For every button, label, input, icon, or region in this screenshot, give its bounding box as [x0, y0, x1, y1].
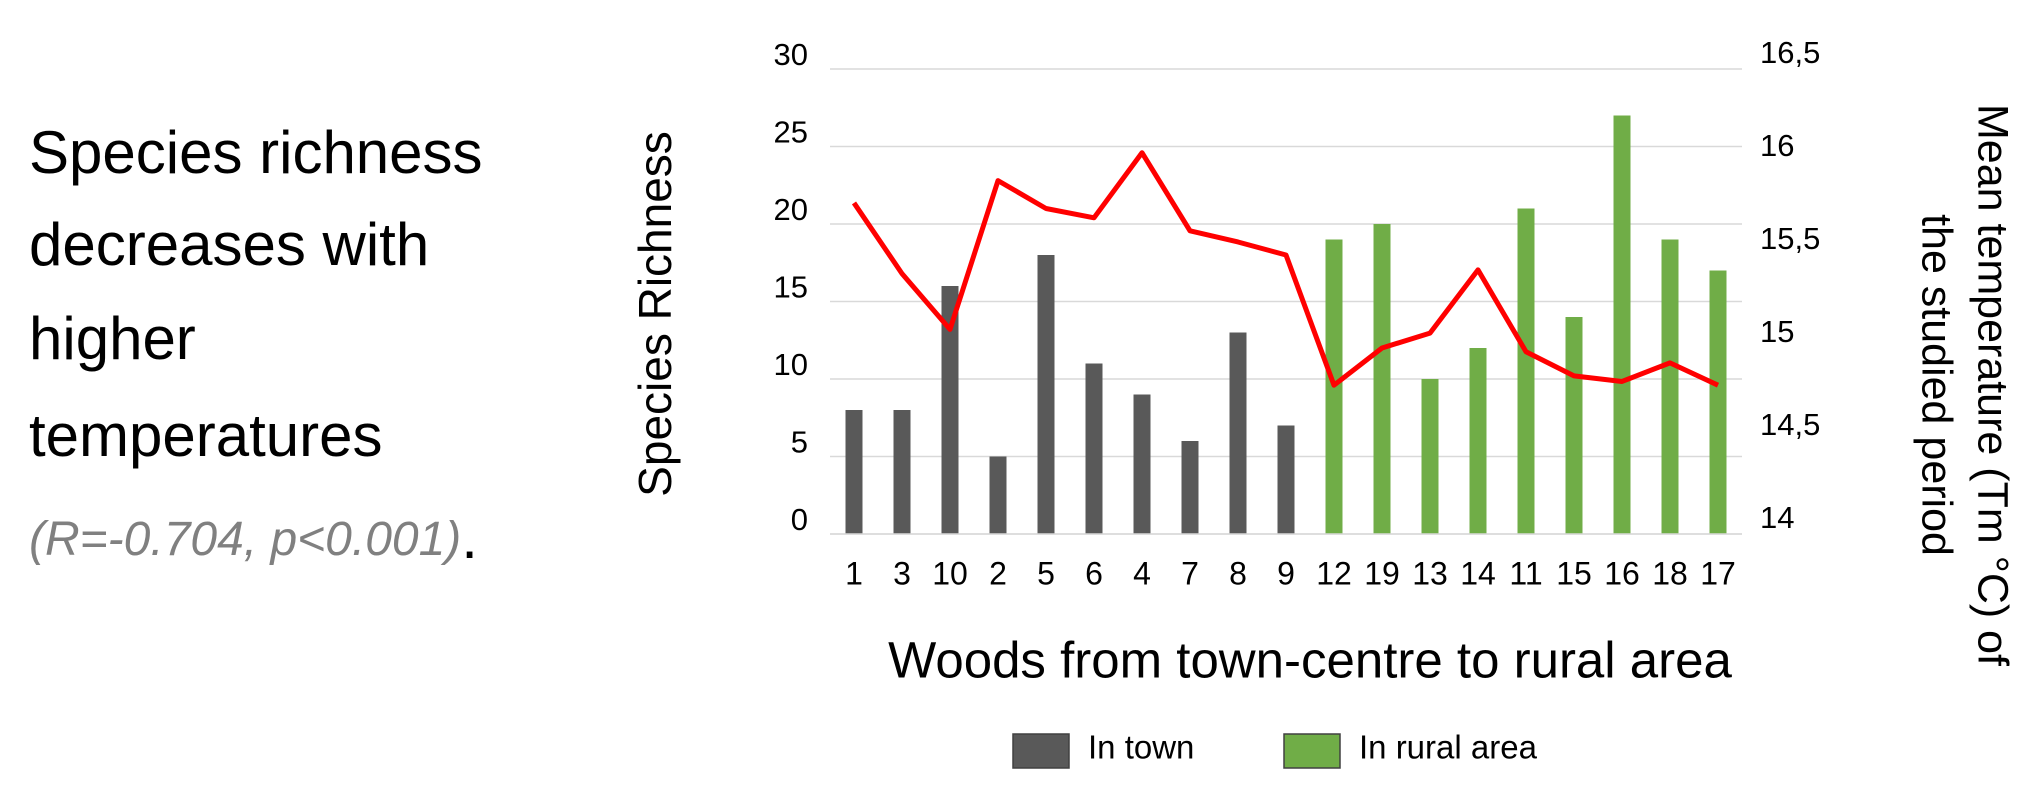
- y2-tick-label: 15,5: [1760, 221, 1820, 256]
- bar: [1517, 208, 1535, 534]
- legend-swatch: [1012, 733, 1070, 769]
- y-tick-label: 20: [774, 192, 808, 227]
- bar: [1565, 317, 1583, 534]
- y-tick-label: 5: [791, 425, 808, 460]
- caption-stats: (R=-0.704, p<0.001).: [29, 504, 478, 571]
- stats: (R=-0.704, p<0.001): [29, 513, 461, 566]
- x-tick-label: 18: [1652, 555, 1688, 591]
- y-tick-label: 25: [774, 115, 808, 150]
- stats-end: .: [461, 504, 478, 571]
- x-tick-label: 9: [1277, 555, 1295, 591]
- bar: [1229, 332, 1247, 534]
- y2-tick-label: 16,5: [1760, 35, 1820, 70]
- bar: [893, 410, 911, 534]
- x-axis-title: Woods from town-centre to rural area: [888, 631, 1732, 688]
- x-tick-label: 11: [1509, 555, 1542, 591]
- caption-line: temperatures: [29, 402, 383, 469]
- caption-line: decreases with: [29, 211, 429, 278]
- bar: [1085, 363, 1103, 534]
- x-tick-label: 5: [1037, 555, 1055, 591]
- bar: [845, 410, 863, 534]
- y2-tick-label: 16: [1760, 128, 1794, 163]
- x-tick-label: 10: [932, 555, 968, 591]
- x-tick-label: 4: [1133, 555, 1151, 591]
- legend-label: In town: [1088, 729, 1194, 766]
- x-tick-label: 14: [1460, 555, 1496, 591]
- y-tick-label: 10: [774, 347, 808, 382]
- x-tick-label: 2: [989, 555, 1007, 591]
- x-tick-label: 6: [1085, 555, 1103, 591]
- line: [851, 150, 1720, 388]
- bar: [941, 286, 959, 534]
- y2-tick-label: 14: [1760, 500, 1794, 535]
- bar: [1373, 224, 1391, 534]
- bar: [1661, 239, 1679, 534]
- x-tick-label: 19: [1364, 555, 1400, 591]
- x-tick-label: 12: [1316, 555, 1352, 591]
- legend-swatch: [1283, 733, 1341, 769]
- y-tick-label: 0: [791, 502, 808, 537]
- y2-tick-label: 14,5: [1760, 407, 1820, 442]
- x-tick-label: 16: [1604, 555, 1640, 591]
- bar: [1469, 348, 1487, 534]
- y-tick-label: 30: [774, 37, 808, 72]
- bar: [1277, 425, 1295, 534]
- bar: [1181, 441, 1199, 534]
- x-tick-label: 3: [893, 555, 911, 591]
- y-axis-title: Species Richness: [629, 131, 681, 497]
- bar: [1709, 270, 1727, 534]
- y2-axis-title: Mean temperature (Tm °C) of: [1969, 104, 2017, 667]
- caption-line: higher: [29, 305, 196, 372]
- legend-label: In rural area: [1359, 729, 1538, 766]
- x-tick-label: 13: [1412, 555, 1448, 591]
- bar: [1421, 379, 1439, 534]
- x-tick-label: 15: [1556, 555, 1592, 591]
- y-tick-label: 15: [774, 270, 808, 305]
- caption-line: Species richness: [29, 119, 483, 186]
- x-tick-label: 8: [1229, 555, 1247, 591]
- x-tick-label: 7: [1181, 555, 1199, 591]
- bar: [989, 456, 1007, 534]
- y2-tick-label: 15: [1760, 314, 1794, 349]
- x-tick-label: 1: [845, 555, 863, 591]
- bar: [1133, 394, 1151, 534]
- bar: [1613, 115, 1631, 534]
- y2-axis-title: the studied period: [1913, 214, 1961, 556]
- bar: [1037, 255, 1055, 534]
- x-tick-label: 17: [1700, 555, 1736, 591]
